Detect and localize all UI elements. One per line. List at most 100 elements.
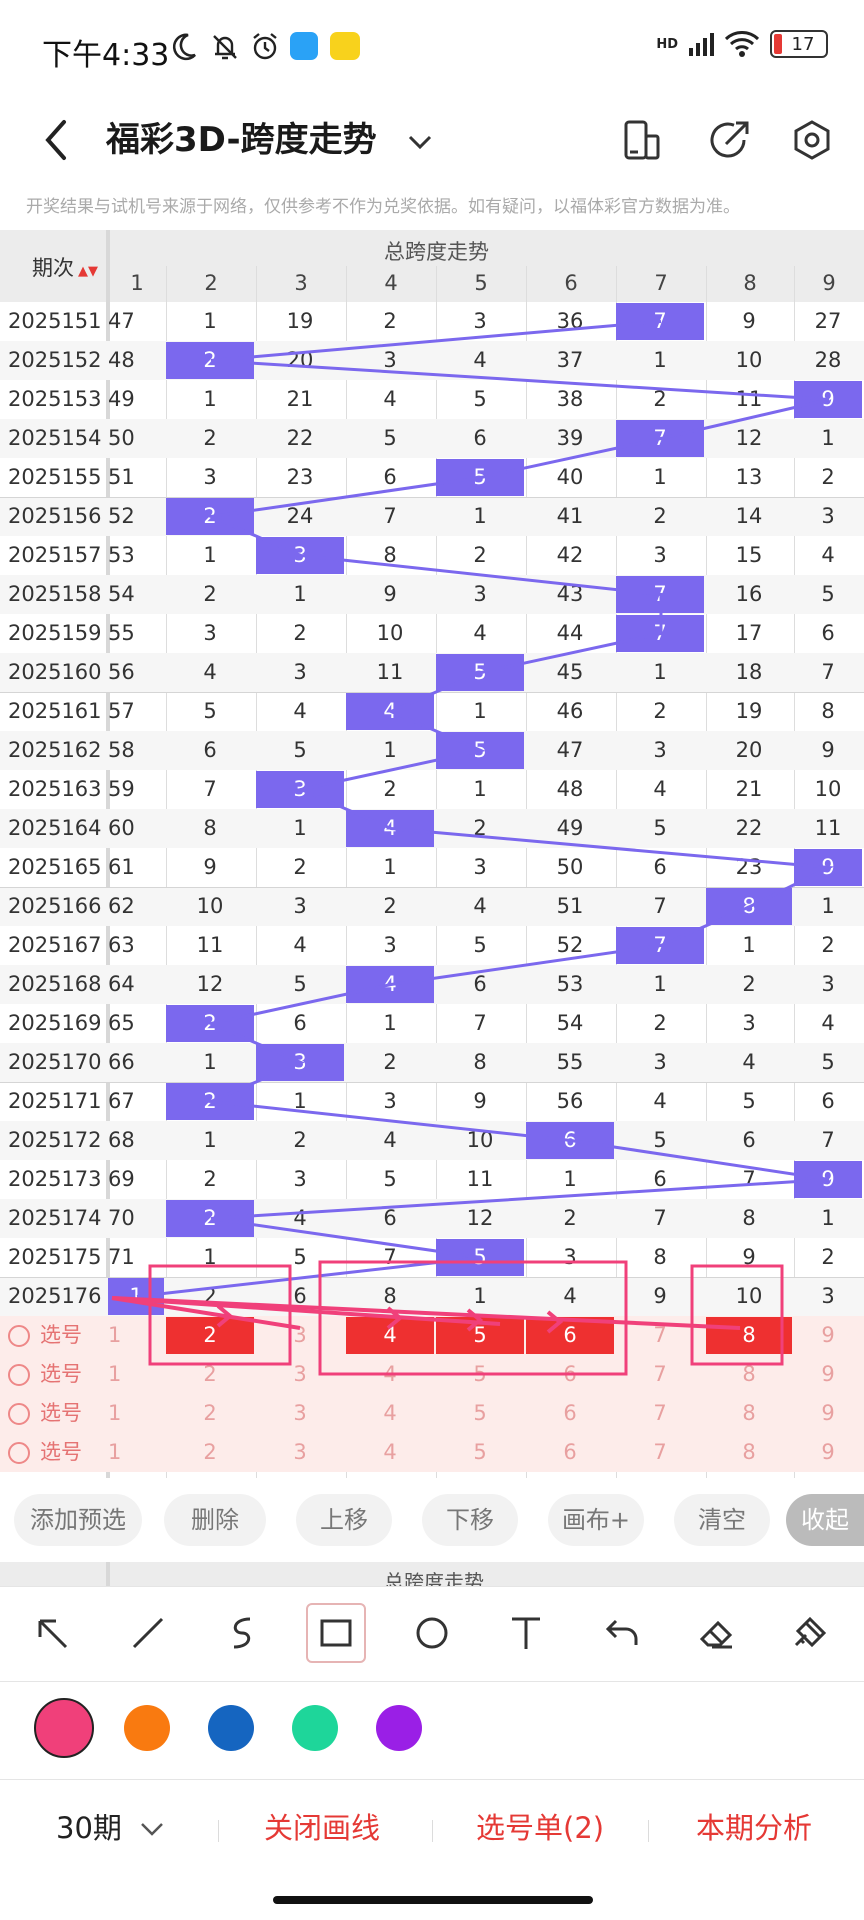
pick-row-label[interactable]: 选号 (0, 1316, 106, 1355)
table-cell[interactable]: 9 (653, 1284, 667, 1308)
table-cell[interactable]: 47 (556, 738, 584, 762)
table-cell[interactable]: 5 (821, 582, 835, 606)
pick-cell[interactable]: 6 (563, 1440, 577, 1464)
pick-selected-cell[interactable]: 6 (526, 1317, 614, 1354)
table-cell[interactable]: 4 (653, 777, 667, 801)
table-cell[interactable]: 1 (653, 660, 667, 684)
pick-cell[interactable]: 7 (653, 1440, 667, 1464)
table-cell[interactable]: 4 (821, 1011, 835, 1035)
table-cell[interactable]: 10 (376, 621, 404, 645)
table-cell[interactable]: 9 (742, 309, 756, 333)
table-cell[interactable]: 11 (814, 816, 842, 840)
table-cell[interactable]: 2 (742, 972, 756, 996)
table-cell[interactable]: 1 (473, 699, 487, 723)
span-hit-cell[interactable]: 5 (436, 654, 524, 691)
table-cell[interactable]: 53 (108, 543, 135, 567)
table-cell[interactable]: 8 (742, 1206, 756, 1230)
table-cell[interactable]: 60 (108, 816, 135, 840)
table-cell[interactable]: 57 (108, 699, 135, 723)
canvas-add-button[interactable]: 画布+ (548, 1494, 644, 1546)
table-cell[interactable]: 47 (108, 309, 135, 333)
table-cell[interactable]: 5 (742, 1089, 756, 1113)
table-cell[interactable]: 6 (293, 1011, 307, 1035)
table-cell[interactable]: 1 (203, 387, 217, 411)
span-hit-cell[interactable]: 2 (166, 1083, 254, 1120)
table-cell[interactable]: 2 (383, 309, 397, 333)
table-cell[interactable]: 44 (556, 621, 584, 645)
table-cell[interactable]: 9 (821, 738, 835, 762)
pick-cell[interactable]: 8 (742, 1401, 756, 1425)
color-swatch[interactable] (376, 1705, 422, 1751)
table-cell[interactable]: 56 (108, 660, 135, 684)
table-cell[interactable]: 7 (473, 1011, 487, 1035)
pick-cell[interactable]: 8 (742, 1362, 756, 1386)
table-cell[interactable]: 1 (203, 543, 217, 567)
table-cell[interactable]: 1 (653, 972, 667, 996)
color-swatch[interactable] (292, 1705, 338, 1751)
table-cell[interactable]: 7 (742, 1167, 756, 1191)
span-hit-cell[interactable]: 7 (616, 576, 704, 613)
layout-icon[interactable] (612, 110, 672, 170)
rect-tool-icon[interactable] (306, 1603, 366, 1663)
table-cell[interactable]: 6 (383, 1206, 397, 1230)
table-cell[interactable]: 7 (653, 894, 667, 918)
home-indicator[interactable] (273, 1896, 593, 1904)
span-hit-cell[interactable]: 9 (794, 381, 862, 418)
table-cell[interactable]: 4 (563, 1284, 577, 1308)
table-cell[interactable]: 2 (203, 1284, 217, 1308)
pick-cell[interactable]: 1 (108, 1440, 122, 1464)
circle-tool-icon[interactable] (402, 1603, 462, 1663)
table-cell[interactable]: 3 (383, 933, 397, 957)
table-cell[interactable]: 2 (203, 582, 217, 606)
table-cell[interactable]: 5 (293, 1245, 307, 1269)
pick-cell[interactable]: 6 (563, 1362, 577, 1386)
table-cell[interactable]: 5 (653, 1128, 667, 1152)
table-cell[interactable]: 9 (203, 855, 217, 879)
pick-cell[interactable]: 3 (293, 1362, 307, 1386)
settings-icon[interactable] (782, 110, 842, 170)
color-swatch[interactable] (124, 1705, 170, 1751)
table-cell[interactable]: 52 (556, 933, 584, 957)
span-hit-cell[interactable]: 4 (346, 693, 434, 730)
table-cell[interactable]: 2 (563, 1206, 577, 1230)
table-cell[interactable]: 3 (473, 582, 487, 606)
chevron-down-icon[interactable] (139, 1820, 165, 1838)
table-cell[interactable]: 3 (383, 348, 397, 372)
table-cell[interactable]: 1 (821, 894, 835, 918)
table-cell[interactable]: 19 (735, 699, 763, 723)
pick-cell[interactable]: 5 (473, 1440, 487, 1464)
table-cell[interactable]: 4 (383, 387, 397, 411)
table-cell[interactable]: 6 (821, 1089, 835, 1113)
table-cell[interactable]: 14 (735, 504, 763, 528)
table-cell[interactable]: 1 (203, 1128, 217, 1152)
pick-cell[interactable]: 7 (653, 1362, 667, 1386)
pick-selected-cell[interactable]: 8 (706, 1317, 792, 1354)
table-cell[interactable]: 2 (383, 894, 397, 918)
table-cell[interactable]: 2 (821, 1245, 835, 1269)
table-cell[interactable]: 7 (383, 504, 397, 528)
table-cell[interactable]: 45 (556, 660, 584, 684)
pick-cell[interactable]: 2 (203, 1362, 217, 1386)
arrow-tool-icon[interactable] (22, 1603, 82, 1663)
move-down-button[interactable]: 下移 (422, 1494, 518, 1546)
table-cell[interactable]: 11 (196, 933, 224, 957)
table-cell[interactable]: 6 (473, 426, 487, 450)
table-cell[interactable]: 71 (108, 1245, 135, 1269)
pick-cell[interactable]: 6 (563, 1401, 577, 1425)
span-hit-cell[interactable]: 6 (526, 1122, 614, 1159)
span-hit-cell[interactable]: 5 (436, 1239, 524, 1276)
table-cell[interactable]: 49 (556, 816, 584, 840)
table-cell[interactable]: 37 (556, 348, 584, 372)
table-cell[interactable]: 1 (821, 1206, 835, 1230)
table-cell[interactable]: 2 (383, 777, 397, 801)
span-hit-cell[interactable]: 9 (794, 1161, 862, 1198)
period-select[interactable]: 30期 (56, 1806, 165, 1850)
pick-cell[interactable]: 3 (293, 1323, 307, 1347)
table-cell[interactable]: 21 (735, 777, 763, 801)
table-cell[interactable]: 2 (653, 387, 667, 411)
table-cell[interactable]: 56 (556, 1089, 584, 1113)
radio-icon[interactable] (8, 1442, 30, 1464)
back-arrow-icon[interactable] (36, 110, 76, 170)
page-title[interactable]: 福彩3D-跨度走势 (106, 110, 434, 170)
period-analysis-button[interactable]: 本期分析 (696, 1811, 813, 1845)
